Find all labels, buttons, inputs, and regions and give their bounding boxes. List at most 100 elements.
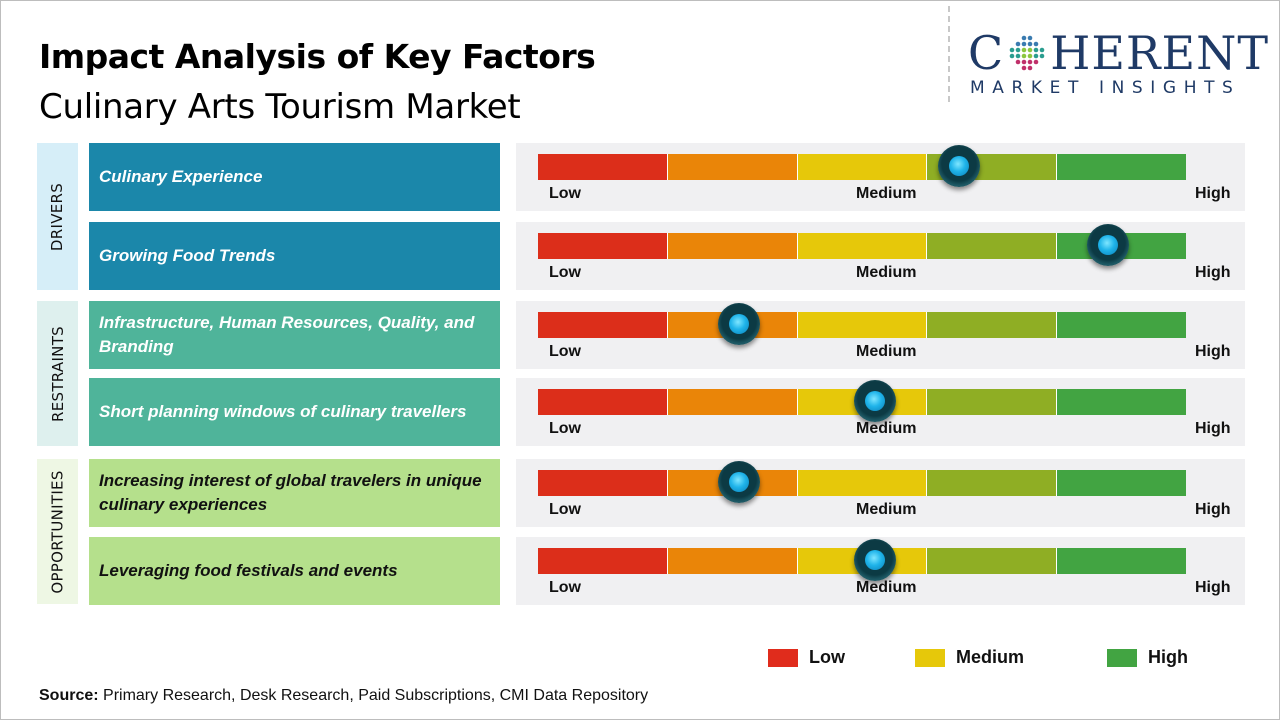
logo-dot (1027, 53, 1033, 59)
gauge-segment (927, 233, 1058, 259)
gauge-segment (538, 389, 668, 415)
category-label: RESTRAINTS (48, 325, 67, 422)
logo-dot (1039, 47, 1045, 53)
scale-low-label: Low (549, 343, 581, 360)
gauge-segment (667, 233, 798, 259)
category-opportunities: OPPORTUNITIES (37, 459, 78, 604)
scale-medium-label: Medium (856, 501, 917, 518)
impact-gauge: Low Medium High (516, 301, 1245, 369)
logo-dot (1027, 59, 1033, 65)
gauge-segment (1057, 312, 1186, 338)
gauge-bar (538, 470, 1186, 496)
category-drivers: DRIVERS (37, 143, 78, 290)
legend-swatch (1107, 648, 1137, 667)
scale-low-label: Low (549, 264, 581, 281)
scale-low-label: Low (549, 185, 581, 202)
gauge-segment (667, 389, 798, 415)
scale-medium-label: Medium (856, 185, 917, 202)
logo-dot (1015, 53, 1021, 59)
gauge-segment (538, 154, 668, 180)
impact-gauge: Low Medium High (516, 143, 1245, 211)
gauge-segment (1057, 389, 1186, 415)
legend-item-low: Low (768, 647, 845, 668)
factor-label: Leveraging food festivals and events (89, 537, 500, 605)
logo-dot (1021, 65, 1027, 71)
gauge-segment (927, 389, 1058, 415)
gauge-segment (538, 548, 668, 574)
scale-high-label: High (1195, 185, 1231, 202)
logo-dot (1021, 47, 1027, 53)
impact-indicator-knob (1087, 224, 1130, 266)
factor-label: Growing Food Trends (89, 222, 500, 290)
gauge-bar (538, 312, 1186, 338)
source-label: Source: (39, 687, 99, 704)
logo-dot (1027, 35, 1033, 41)
logo-subtitle: MARKET INSIGHTS (970, 78, 1241, 98)
logo-dot (1033, 53, 1039, 59)
scale-medium-label: Medium (856, 420, 917, 437)
gauge-segment (1057, 548, 1186, 574)
impact-indicator-knob (717, 461, 760, 503)
gauge-segment (927, 312, 1058, 338)
scale-low-label: Low (549, 501, 581, 518)
factor-label: Culinary Experience (89, 143, 500, 211)
gauge-segment (538, 470, 668, 496)
category-restraints: RESTRAINTS (37, 301, 78, 446)
impact-gauge: Low Medium High (516, 378, 1245, 446)
logo-dot (1009, 47, 1015, 53)
logo-letter: C (968, 26, 1005, 80)
divider (948, 6, 950, 102)
gauge-segment (538, 233, 668, 259)
logo-dot (1009, 53, 1015, 59)
logo-dot (1033, 41, 1039, 47)
page-title: Impact Analysis of Key Factors (39, 37, 596, 76)
factor-label: Increasing interest of global travelers … (89, 459, 500, 527)
logo-dot (1033, 59, 1039, 65)
scale-medium-label: Medium (856, 264, 917, 281)
scale-high-label: High (1195, 264, 1231, 281)
impact-indicator-knob (717, 303, 760, 345)
logo-dot (1021, 53, 1027, 59)
logo-dot (1027, 47, 1033, 53)
gauge-segment (797, 312, 928, 338)
legend-item-high: High (1107, 647, 1188, 668)
source-note: Source: Primary Research, Desk Research,… (39, 687, 648, 705)
impact-indicator-knob (938, 145, 981, 187)
category-label: OPPORTUNITIES (48, 469, 67, 594)
factor-label: Infrastructure, Human Resources, Quality… (89, 301, 500, 369)
gauge-bar (538, 154, 1186, 180)
globe-dots-icon (1009, 35, 1045, 71)
gauge-segment (1057, 154, 1186, 180)
logo-dot (1033, 47, 1039, 53)
scale-high-label: High (1195, 579, 1231, 596)
legend-item-medium: Medium (915, 647, 1024, 668)
logo-dot (1021, 41, 1027, 47)
gauge-segment (538, 312, 668, 338)
company-logo: C HERENT MARKET INSIGHTS (968, 26, 1268, 100)
legend-label: Medium (956, 647, 1025, 667)
impact-gauge: Low Medium High (516, 537, 1245, 605)
gauge-segment (1057, 470, 1186, 496)
scale-high-label: High (1195, 343, 1231, 360)
impact-gauge: Low Medium High (516, 459, 1245, 527)
gauge-bar (538, 233, 1186, 259)
logo-dot (1039, 53, 1045, 59)
scale-high-label: High (1195, 501, 1231, 518)
factor-label: Short planning windows of culinary trave… (89, 378, 500, 446)
impact-gauge: Low Medium High (516, 222, 1245, 290)
scale-medium-label: Medium (856, 343, 917, 360)
gauge-segment (667, 154, 798, 180)
legend-label: High (1148, 647, 1188, 667)
legend-label: Low (809, 647, 845, 667)
logo-dot (1015, 47, 1021, 53)
scale-high-label: High (1195, 420, 1231, 437)
legend-swatch (768, 648, 798, 667)
scale-low-label: Low (549, 420, 581, 437)
logo-word: HERENT (1050, 26, 1270, 80)
gauge-segment (797, 154, 928, 180)
legend-swatch (915, 648, 945, 667)
scale-medium-label: Medium (856, 579, 917, 596)
source-text: Primary Research, Desk Research, Paid Su… (98, 687, 649, 704)
scale-low-label: Low (549, 579, 581, 596)
gauge-segment (927, 470, 1058, 496)
